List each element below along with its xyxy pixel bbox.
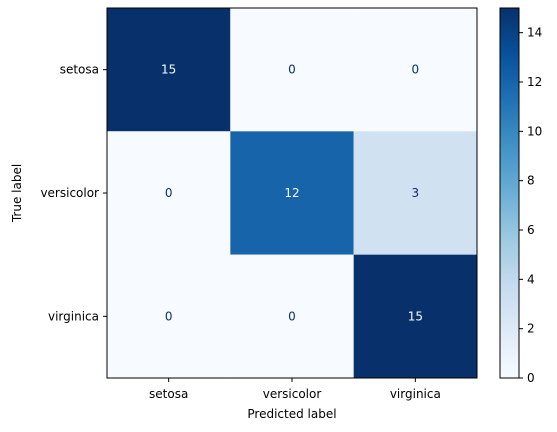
cell-value-label: 0 <box>288 63 296 77</box>
colorbar-tick-label: 2 <box>527 322 535 336</box>
colorbar-gradient <box>499 7 520 379</box>
y-tick-label: virginica <box>48 309 99 323</box>
colorbar: 0 2 4 6 8 10 12 14 <box>499 7 542 385</box>
heatmap-cell-labels: 15 0 0 0 12 3 0 0 15 <box>161 63 423 324</box>
colorbar-tick-label: 14 <box>527 26 542 40</box>
heatmap-cell <box>107 8 231 132</box>
colorbar-tick-label: 4 <box>527 272 535 286</box>
y-tick-label: versicolor <box>40 186 99 200</box>
colorbar-ticks: 0 2 4 6 8 10 12 14 <box>519 26 542 385</box>
cell-value-label: 15 <box>161 63 176 77</box>
heatmap-cell <box>353 254 477 378</box>
colorbar-tick-label: 0 <box>527 371 535 385</box>
colorbar-tick-label: 12 <box>527 75 542 89</box>
cell-value-label: 12 <box>284 186 299 200</box>
cell-value-label: 0 <box>165 186 173 200</box>
colorbar-tick-label: 10 <box>527 124 542 138</box>
x-axis-ticks: setosa versicolor virginica <box>149 378 441 401</box>
y-axis-title: True label <box>10 164 24 223</box>
heatmap-cells <box>107 8 477 378</box>
colorbar-tick-label: 6 <box>527 223 535 237</box>
heatmap-cell <box>230 131 354 255</box>
x-axis-title: Predicted label <box>247 407 336 421</box>
y-tick-label: setosa <box>60 63 99 77</box>
colorbar-tick-label: 8 <box>527 174 535 188</box>
x-tick-label: virginica <box>390 387 441 401</box>
heatmap-cell <box>107 254 231 378</box>
y-axis-ticks: setosa versicolor virginica <box>40 63 107 323</box>
cell-value-label: 0 <box>288 309 296 323</box>
heatmap-cell <box>230 254 354 378</box>
x-tick-label: versicolor <box>263 387 322 401</box>
heatmap-cell <box>353 131 477 255</box>
cell-value-label: 3 <box>412 186 420 200</box>
cell-value-label: 0 <box>412 63 420 77</box>
heatmap-cell <box>107 131 231 255</box>
x-tick-label: setosa <box>149 387 188 401</box>
heatmap-cell <box>353 8 477 132</box>
heatmap-cell <box>230 8 354 132</box>
cell-value-label: 15 <box>408 309 423 323</box>
cell-value-label: 0 <box>165 309 173 323</box>
